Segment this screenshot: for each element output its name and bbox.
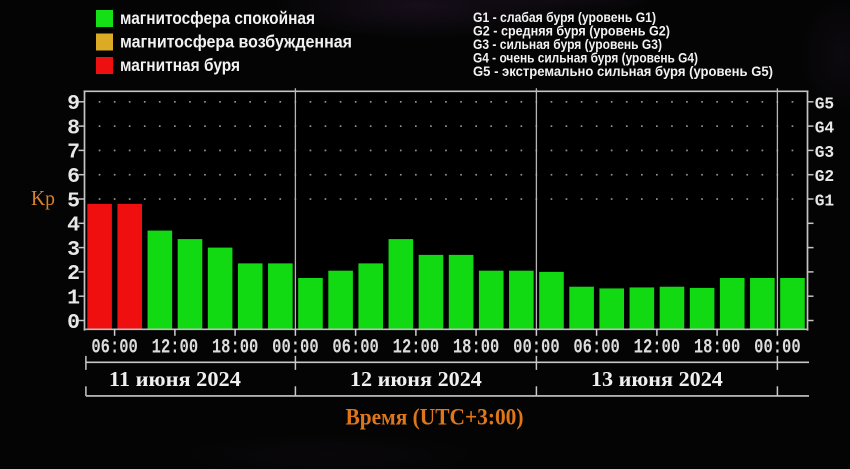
svg-text:4: 4	[67, 214, 80, 238]
svg-text:18:00: 18:00	[453, 336, 500, 359]
svg-text:G5: G5	[815, 94, 835, 113]
svg-text:0: 0	[67, 311, 80, 335]
svg-text:18:00: 18:00	[694, 336, 741, 359]
svg-text:G1: G1	[815, 192, 835, 211]
svg-text:1: 1	[67, 287, 80, 311]
svg-text:G1 - слабая буря (уровень G1): G1 - слабая буря (уровень G1)	[473, 10, 656, 25]
svg-text:00:00: 00:00	[272, 336, 319, 359]
svg-text:06:00: 06:00	[332, 336, 379, 359]
svg-text:3: 3	[67, 238, 80, 262]
svg-text:G4: G4	[815, 119, 835, 138]
svg-text:G2 - средняя буря (уровень G2): G2 - средняя буря (уровень G2)	[473, 24, 670, 39]
svg-text:12:00: 12:00	[393, 336, 440, 359]
svg-text:G2: G2	[815, 167, 835, 186]
svg-text:магнитосфера спокойная: магнитосфера спокойная	[120, 8, 315, 28]
svg-text:Kp: Kp	[31, 186, 55, 210]
svg-text:G3: G3	[815, 143, 835, 162]
svg-text:12:00: 12:00	[152, 336, 199, 359]
svg-text:магнитосфера возбужденная: магнитосфера возбужденная	[120, 31, 352, 51]
svg-text:G3 - сильная буря (уровень G3): G3 - сильная буря (уровень G3)	[473, 37, 662, 52]
svg-text:00:00: 00:00	[754, 336, 801, 359]
svg-text:Время (UTC+3:00): Время (UTC+3:00)	[346, 404, 524, 429]
svg-text:12:00: 12:00	[634, 336, 681, 359]
svg-text:13 июня 2024: 13 июня 2024	[591, 367, 723, 391]
svg-text:00:00: 00:00	[513, 336, 560, 359]
svg-text:9: 9	[67, 92, 80, 116]
svg-text:12 июня 2024: 12 июня 2024	[350, 367, 482, 391]
svg-text:06:00: 06:00	[91, 336, 138, 359]
svg-text:5: 5	[67, 189, 80, 213]
svg-text:G4 - очень сильная буря (урове: G4 - очень сильная буря (уровень G4)	[473, 51, 698, 66]
svg-text:6: 6	[67, 165, 80, 189]
svg-text:2: 2	[67, 262, 80, 286]
svg-text:магнитная буря: магнитная буря	[120, 55, 240, 75]
svg-text:11 июня 2024: 11 июня 2024	[109, 367, 241, 391]
svg-text:7: 7	[67, 141, 80, 165]
svg-text:8: 8	[67, 116, 80, 140]
svg-text:G5 - экстремально сильная буря: G5 - экстремально сильная буря (уровень …	[473, 64, 773, 79]
svg-text:18:00: 18:00	[212, 336, 259, 359]
svg-text:06:00: 06:00	[573, 336, 620, 359]
